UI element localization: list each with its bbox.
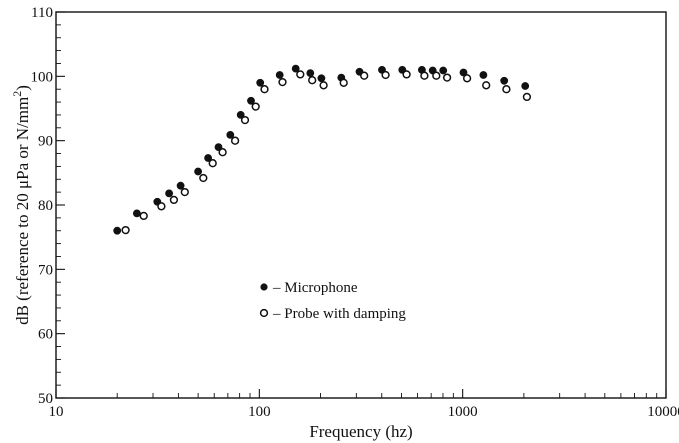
probe-with-damping-point: [522, 92, 532, 102]
probe-with-damping-point: [230, 136, 240, 145]
y-tick-label: 90: [38, 134, 53, 150]
probe-with-damping-point: [169, 195, 179, 205]
probe-with-damping-point: [121, 225, 130, 235]
y-axis-label-superscript: 2: [10, 91, 24, 97]
probe-with-damping-point: [157, 202, 166, 211]
y-tick-label: 50: [38, 391, 53, 407]
y-tick-label: 80: [38, 198, 53, 214]
probe-with-damping-point: [381, 70, 390, 80]
microphone-point: [165, 189, 173, 198]
probe-with-damping-point: [208, 159, 217, 168]
x-axis-label: Frequency (hz): [309, 422, 412, 441]
y-tick-label: 100: [31, 69, 54, 85]
y-axis-label: dB (reference to 20 μPa or N/mm2): [10, 85, 32, 325]
probe-with-damping-point: [278, 77, 287, 87]
microphone-point: [176, 181, 185, 190]
probe-with-damping-point: [218, 148, 227, 157]
probe-with-damping-point: [319, 81, 328, 90]
microphone-point: [459, 68, 468, 77]
legend-marker-microphone: [260, 283, 268, 291]
y-tick-label: 70: [38, 262, 53, 278]
probe-with-damping-point: [240, 115, 250, 125]
microphone-point: [291, 64, 300, 73]
legend-marker-probe-with-damping: [259, 308, 269, 318]
probe-with-damping-point: [462, 74, 472, 83]
x-axis-ticks: 10 100 1000 10000: [49, 389, 679, 420]
probe-with-damping-point: [251, 102, 260, 111]
microphone-point: [317, 74, 326, 83]
y-axis-ticks: 50 60 70 80 90 100 110: [31, 5, 65, 407]
x-tick-label: 100: [248, 404, 271, 420]
y-axis-label-main: dB (reference to 20 μPa or N/mm: [13, 97, 32, 325]
microphone-point: [256, 78, 265, 87]
legend: – Microphone – Probe with damping: [259, 280, 406, 322]
legend-label-probe-with-damping: – Probe with damping: [272, 306, 406, 322]
probe-with-damping-point: [180, 187, 189, 197]
x-tick-label: 10: [49, 404, 64, 420]
probe-with-damping-point: [260, 85, 269, 94]
microphone-point: [236, 111, 245, 119]
probe-with-damping-point: [420, 71, 429, 80]
microphone-point: [226, 130, 235, 139]
microphone-point: [521, 82, 530, 90]
probe-with-damping-point: [199, 173, 208, 183]
y-tick-label: 110: [31, 5, 53, 21]
probe-with-damping-point: [339, 78, 348, 87]
probe-with-damping-point: [402, 70, 411, 79]
probe-with-damping-point: [502, 85, 511, 94]
probe-with-damping-point: [432, 71, 441, 80]
y-tick-label: 60: [38, 327, 53, 343]
x-tick-label: 10000: [647, 404, 679, 420]
x-tick-label: 1000: [448, 404, 478, 420]
probe-with-damping-point: [139, 211, 148, 221]
legend-label-microphone: – Microphone: [272, 280, 358, 296]
microphone-point: [132, 209, 141, 218]
microphone-point: [306, 69, 315, 77]
data-points: [113, 64, 532, 235]
microphone-point: [113, 226, 122, 235]
microphone-point: [500, 76, 509, 85]
probe-with-damping-point: [482, 81, 491, 90]
microphone-point: [479, 71, 488, 79]
probe-with-damping-point: [442, 73, 452, 82]
y-axis-label-close: ): [13, 85, 32, 91]
probe-with-damping-point: [296, 70, 305, 79]
microphone-point: [204, 154, 212, 162]
microphone-point: [194, 167, 202, 176]
probe-with-damping-point: [308, 76, 317, 85]
microphone-point: [275, 71, 284, 79]
probe-with-damping-point: [360, 71, 369, 80]
microphone-point: [247, 96, 255, 105]
microphone-point: [439, 66, 448, 75]
